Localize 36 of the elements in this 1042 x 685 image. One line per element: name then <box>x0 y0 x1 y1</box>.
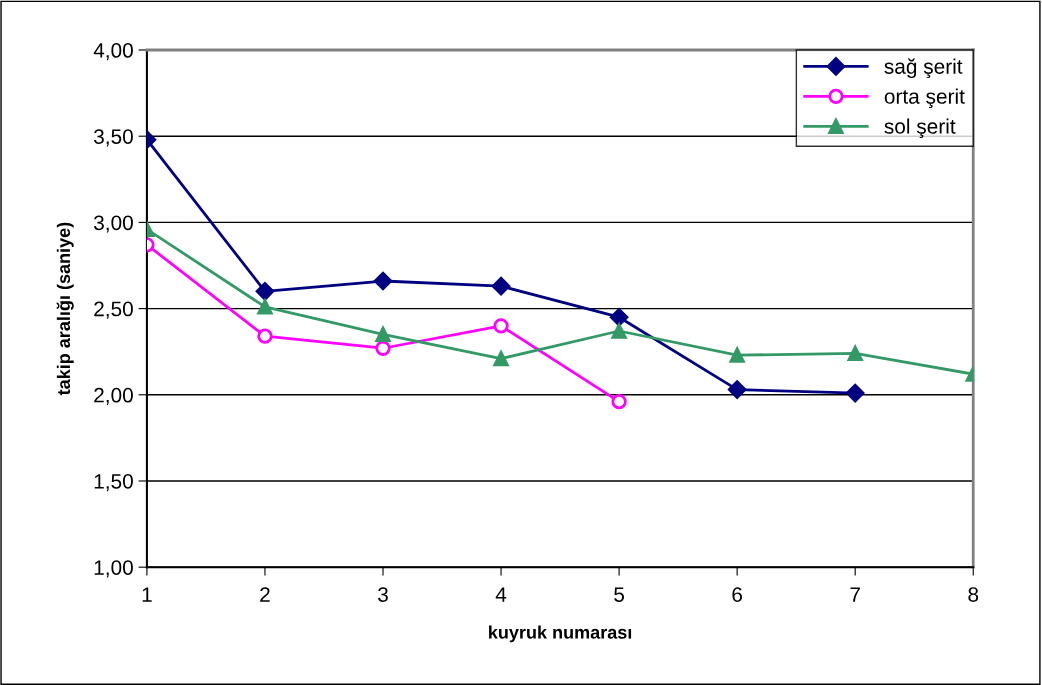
y-tick-label: 3,50 <box>93 129 133 147</box>
x-tick-label: 5 <box>614 587 625 602</box>
point <box>493 350 509 367</box>
y-tick-label: 1,00 <box>94 560 133 578</box>
point <box>257 299 273 315</box>
point <box>493 318 509 334</box>
x-tick-label: 2 <box>260 587 270 602</box>
legend-label: sağ şerit <box>884 58 963 79</box>
point <box>375 326 391 343</box>
point <box>727 380 747 399</box>
x-axis-title: kuyruk numarası <box>489 625 632 643</box>
point <box>255 282 275 301</box>
legend-label: orta şerit <box>884 88 965 109</box>
point <box>611 323 627 339</box>
x-tick-label: 8 <box>968 587 979 602</box>
x-tick-label: 3 <box>378 587 388 602</box>
x-tick-label: 7 <box>850 587 860 602</box>
y-axis-title: takip aralığı (saniye) <box>56 222 74 396</box>
x-tick-label: 6 <box>732 587 743 602</box>
y-tick-label: 4,00 <box>93 43 133 61</box>
y-tick-label: 3,00 <box>93 215 133 233</box>
point <box>257 328 273 344</box>
point <box>847 345 863 362</box>
x-tick-label: 4 <box>495 587 507 602</box>
y-tick-label: 2,50 <box>94 301 133 319</box>
point <box>609 307 629 327</box>
x-tick-label: 1 <box>142 587 152 602</box>
point <box>491 276 511 296</box>
point <box>375 340 391 356</box>
point <box>611 394 627 410</box>
point <box>845 383 865 403</box>
point <box>729 347 745 363</box>
point <box>373 271 393 291</box>
legend-label: sol şerit <box>884 118 956 138</box>
y-tick-label: 2,00 <box>94 387 133 405</box>
y-tick-label: 1,50 <box>94 473 133 492</box>
